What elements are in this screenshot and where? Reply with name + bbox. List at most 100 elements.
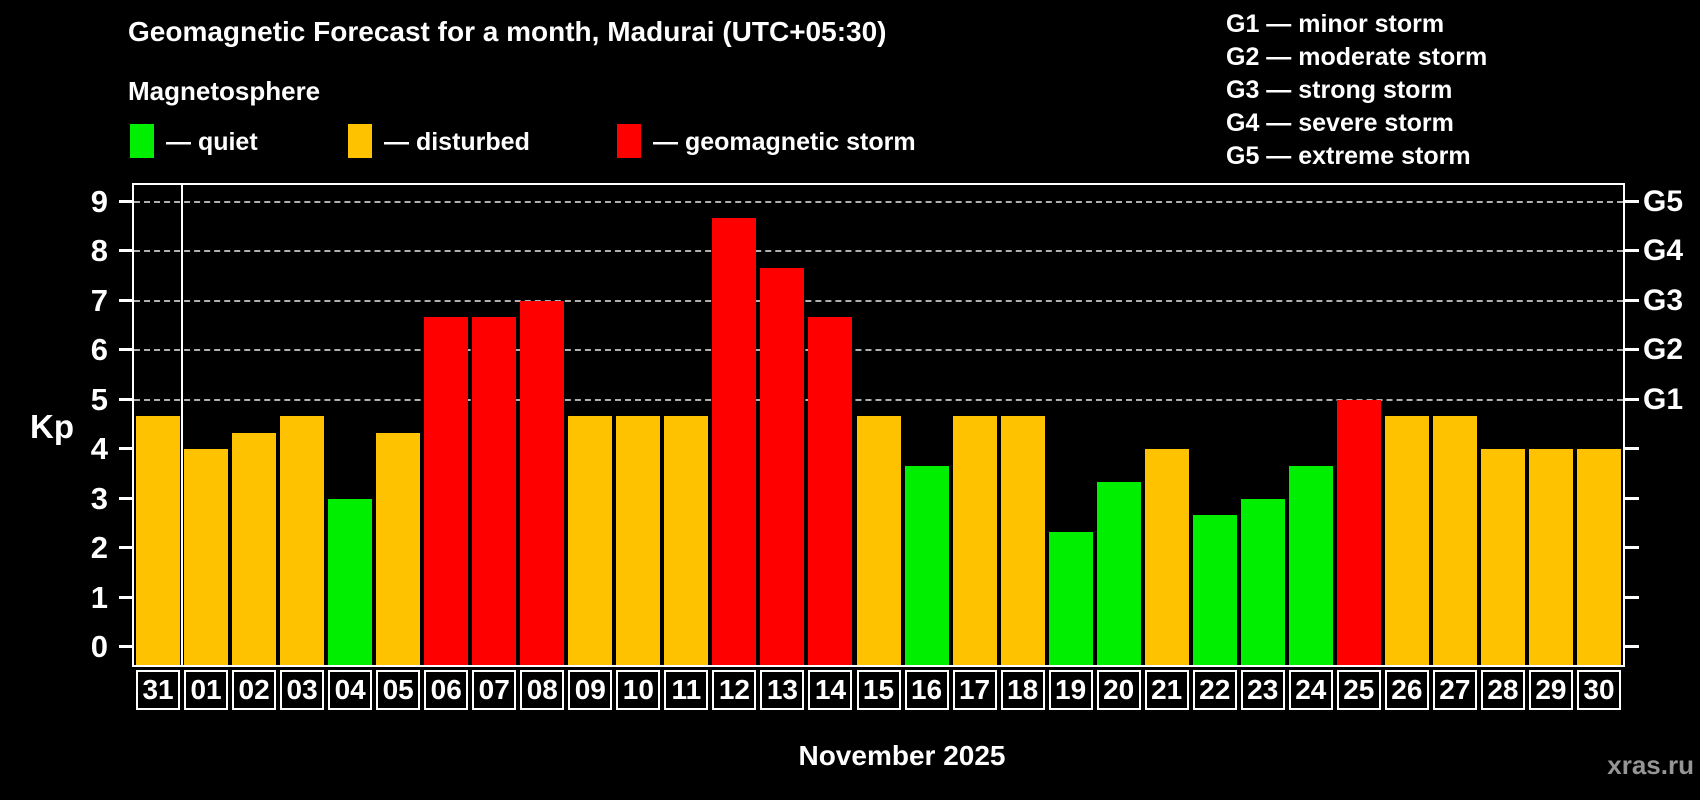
kp-bar-day-17 — [952, 416, 997, 665]
day-label-07: 07 — [472, 670, 517, 710]
y-tick-label-8: 8 — [90, 233, 108, 269]
left-tick-6 — [119, 348, 133, 352]
month-separator-line — [181, 185, 184, 665]
day-label-26: 26 — [1384, 670, 1429, 710]
kp-bar-day-26 — [1384, 416, 1429, 665]
gridline-kp-8 — [134, 250, 1623, 253]
day-label-14: 14 — [808, 670, 853, 710]
day-label-09: 09 — [568, 670, 613, 710]
g-legend-line: G2 — moderate storm — [1226, 43, 1488, 71]
day-label-28: 28 — [1480, 670, 1525, 710]
kp-bar-day-06 — [424, 317, 469, 665]
kp-bar-day-02 — [232, 432, 277, 665]
disturbed-legend-label: — disturbed — [384, 128, 530, 156]
g-axis-label-G4: G4 — [1643, 234, 1684, 268]
left-tick-7 — [119, 298, 133, 302]
g-legend-line: G5 — extreme storm — [1226, 142, 1471, 170]
day-label-16: 16 — [904, 670, 949, 710]
kp-bar-day-08 — [520, 300, 565, 665]
g-axis-label-G3: G3 — [1643, 283, 1684, 317]
kp-status-legend: — quiet — disturbed — geomagnetic storm — [0, 124, 1200, 160]
kp-bar-day-12 — [712, 218, 757, 665]
kp-bar-day-18 — [1000, 416, 1045, 665]
y-tick-label-2: 2 — [90, 530, 108, 566]
day-label-11: 11 — [664, 670, 709, 710]
chart-title: Geomagnetic Forecast for a month, Madura… — [128, 16, 887, 47]
kp-bar-day-22 — [1192, 514, 1237, 665]
day-label-31: 31 — [136, 670, 181, 710]
kp-bar-day-09 — [568, 416, 613, 665]
x-axis-month-label: November 2025 — [798, 740, 1006, 771]
kp-bar-day-07 — [472, 317, 517, 665]
left-tick-2 — [119, 546, 133, 550]
right-tick-2 — [1625, 546, 1639, 550]
kp-bar-day-25 — [1336, 399, 1381, 665]
kp-bar-day-13 — [760, 267, 805, 665]
gridline-kp-6 — [134, 349, 1623, 352]
x-axis-day-labels: 31 01 02 03 04 05 06 07 08 09 10 11 12 13 14 15 16 17 18 19… — [0, 670, 1700, 716]
right-tick-5 — [1625, 397, 1639, 401]
day-label-05: 05 — [376, 670, 421, 710]
kp-bar-day-15 — [856, 416, 901, 665]
day-label-17: 17 — [952, 670, 997, 710]
storm-color-swatch — [617, 124, 641, 158]
left-tick-1 — [119, 595, 133, 599]
day-label-21: 21 — [1144, 670, 1189, 710]
kp-bar-day-24 — [1288, 465, 1333, 665]
left-tick-3 — [119, 496, 133, 500]
day-label-23: 23 — [1240, 670, 1285, 710]
g-axis-label-G1: G1 — [1643, 382, 1684, 416]
day-label-02: 02 — [232, 670, 277, 710]
day-label-27: 27 — [1432, 670, 1477, 710]
kp-bar-day-03 — [280, 416, 325, 665]
y-tick-label-1: 1 — [90, 579, 108, 615]
left-tick-9 — [119, 200, 133, 204]
g-scale-legend: G1 — minor storm G2 — moderate storm G3 — … — [1226, 8, 1487, 173]
left-tick-8 — [119, 249, 133, 253]
right-tick-8 — [1625, 249, 1639, 253]
day-label-06: 06 — [424, 670, 469, 710]
quiet-color-swatch — [130, 124, 154, 158]
day-label-03: 03 — [280, 670, 325, 710]
day-label-08: 08 — [520, 670, 565, 710]
y-tick-label-5: 5 — [90, 381, 108, 417]
g-legend-line: G4 — severe storm — [1226, 109, 1454, 137]
gridline-kp-5 — [134, 398, 1623, 401]
day-label-12: 12 — [712, 670, 757, 710]
day-label-30: 30 — [1576, 670, 1621, 710]
y-tick-label-9: 9 — [90, 184, 108, 220]
left-tick-5 — [119, 397, 133, 401]
day-label-18: 18 — [1000, 670, 1045, 710]
day-label-10: 10 — [616, 670, 661, 710]
day-label-22: 22 — [1192, 670, 1237, 710]
day-label-13: 13 — [760, 670, 805, 710]
kp-bar-day-23 — [1240, 498, 1285, 665]
y-tick-label-3: 3 — [90, 480, 108, 516]
g-legend-line: G3 — strong storm — [1226, 76, 1453, 104]
y-tick-label-0: 0 — [90, 629, 108, 664]
day-label-15: 15 — [856, 670, 901, 710]
kp-bar-day-20 — [1096, 482, 1141, 665]
kp-bar-day-28 — [1480, 449, 1525, 665]
right-tick-7 — [1625, 298, 1639, 302]
kp-bar-day-01 — [184, 449, 229, 665]
kp-bar-day-05 — [376, 432, 421, 665]
g-axis-label-G2: G2 — [1643, 333, 1684, 367]
disturbed-color-swatch — [348, 124, 372, 158]
kp-bar-day-30 — [1576, 449, 1621, 665]
left-tick-4 — [119, 447, 133, 451]
kp-bar-day-16 — [904, 465, 949, 665]
right-tick-6 — [1625, 348, 1639, 352]
kp-bar-day-11 — [664, 416, 709, 665]
kp-bar-day-21 — [1144, 449, 1189, 665]
y-tick-label-7: 7 — [90, 282, 108, 318]
day-label-20: 20 — [1096, 670, 1141, 710]
day-label-29: 29 — [1528, 670, 1573, 710]
right-tick-4 — [1625, 447, 1639, 451]
storm-legend-label: — geomagnetic storm — [653, 128, 916, 156]
chart-subtitle: Magnetosphere — [128, 76, 321, 106]
y-tick-label-4: 4 — [90, 431, 108, 467]
kp-bar-day-31 — [136, 416, 181, 665]
kp-bar-day-19 — [1048, 531, 1093, 665]
